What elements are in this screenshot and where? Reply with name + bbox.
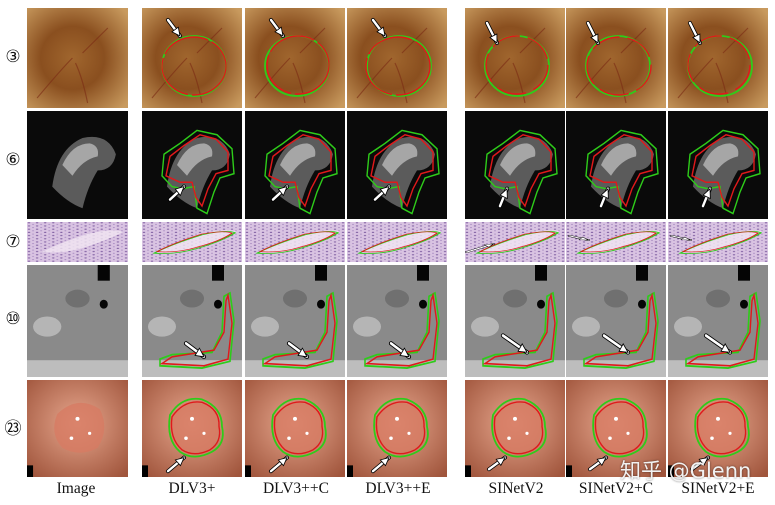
column-label-sinetv2-e: SINetV2+E [681, 480, 755, 497]
column-label-dlv3plusplus-e: DLV3++E [365, 480, 431, 497]
column-label-dlv3plusplus-c: DLV3++C [262, 480, 330, 497]
image-tile-case-23-sinetv2-e [668, 380, 768, 477]
image-tile-case-7-sinetv2-c [566, 222, 666, 262]
image-tile-case-7-image [27, 222, 128, 262]
image-tile-case-7-dlv3plus [142, 222, 242, 262]
image-tile-case-10-sinetv2-e [668, 265, 768, 377]
column-label-sinetv2: SINetV2 [488, 480, 544, 497]
image-tile-case-6-dlv3plus [142, 111, 242, 219]
image-tile-case-6-sinetv2-e [668, 111, 768, 219]
row-label-7: ⑦ [5, 232, 21, 252]
image-tile-case-23-dlv3plusplus-e [347, 380, 447, 477]
column-label-image: Image [56, 480, 96, 497]
image-tile-case-6-dlv3plusplus-e [347, 111, 447, 219]
row-label-6: ⑥ [5, 150, 21, 170]
image-tile-case-3-dlv3plusplus-e [347, 8, 447, 108]
image-tile-case-10-image [27, 265, 128, 377]
row-label-3: ③ [5, 47, 21, 67]
image-tile-case-6-dlv3plusplus-c [245, 111, 345, 219]
column-label-sinetv2-c: SINetV2+C [578, 480, 654, 497]
image-tile-case-3-sinetv2 [465, 8, 565, 108]
image-tile-case-3-dlv3plus [142, 8, 242, 108]
row-label-10: ⑩ [5, 309, 21, 329]
image-tile-case-23-sinetv2-c [566, 380, 666, 477]
image-tile-case-10-dlv3plusplus-c [245, 265, 345, 377]
image-tile-case-7-dlv3plusplus-e [347, 222, 447, 262]
image-tile-case-6-sinetv2 [465, 111, 565, 219]
image-tile-case-23-dlv3plus [142, 380, 242, 477]
row-label-23: ㉓ [4, 419, 22, 439]
image-tile-case-10-sinetv2-c [566, 265, 666, 377]
image-tile-case-7-sinetv2 [465, 222, 565, 262]
image-tile-case-10-sinetv2 [465, 265, 565, 377]
image-tile-case-3-sinetv2-c [566, 8, 666, 108]
image-tile-case-3-image [27, 8, 128, 108]
image-tile-case-7-dlv3plusplus-c [245, 222, 345, 262]
image-tile-case-23-dlv3plusplus-c [245, 380, 345, 477]
image-tile-case-6-sinetv2-c [566, 111, 666, 219]
image-tile-case-10-dlv3plus [142, 265, 242, 377]
column-label-dlv3plus: DLV3+ [168, 480, 216, 497]
image-tile-case-7-sinetv2-e [668, 222, 768, 262]
image-tile-case-3-sinetv2-e [668, 8, 768, 108]
watermark: 知乎 @Glenn [620, 459, 752, 483]
image-tile-case-6-image [27, 111, 128, 219]
image-tile-case-10-dlv3plusplus-e [347, 265, 447, 377]
image-tile-case-23-sinetv2 [465, 380, 565, 477]
image-tile-case-23-image [27, 380, 128, 477]
image-tile-case-3-dlv3plusplus-c [245, 8, 345, 108]
